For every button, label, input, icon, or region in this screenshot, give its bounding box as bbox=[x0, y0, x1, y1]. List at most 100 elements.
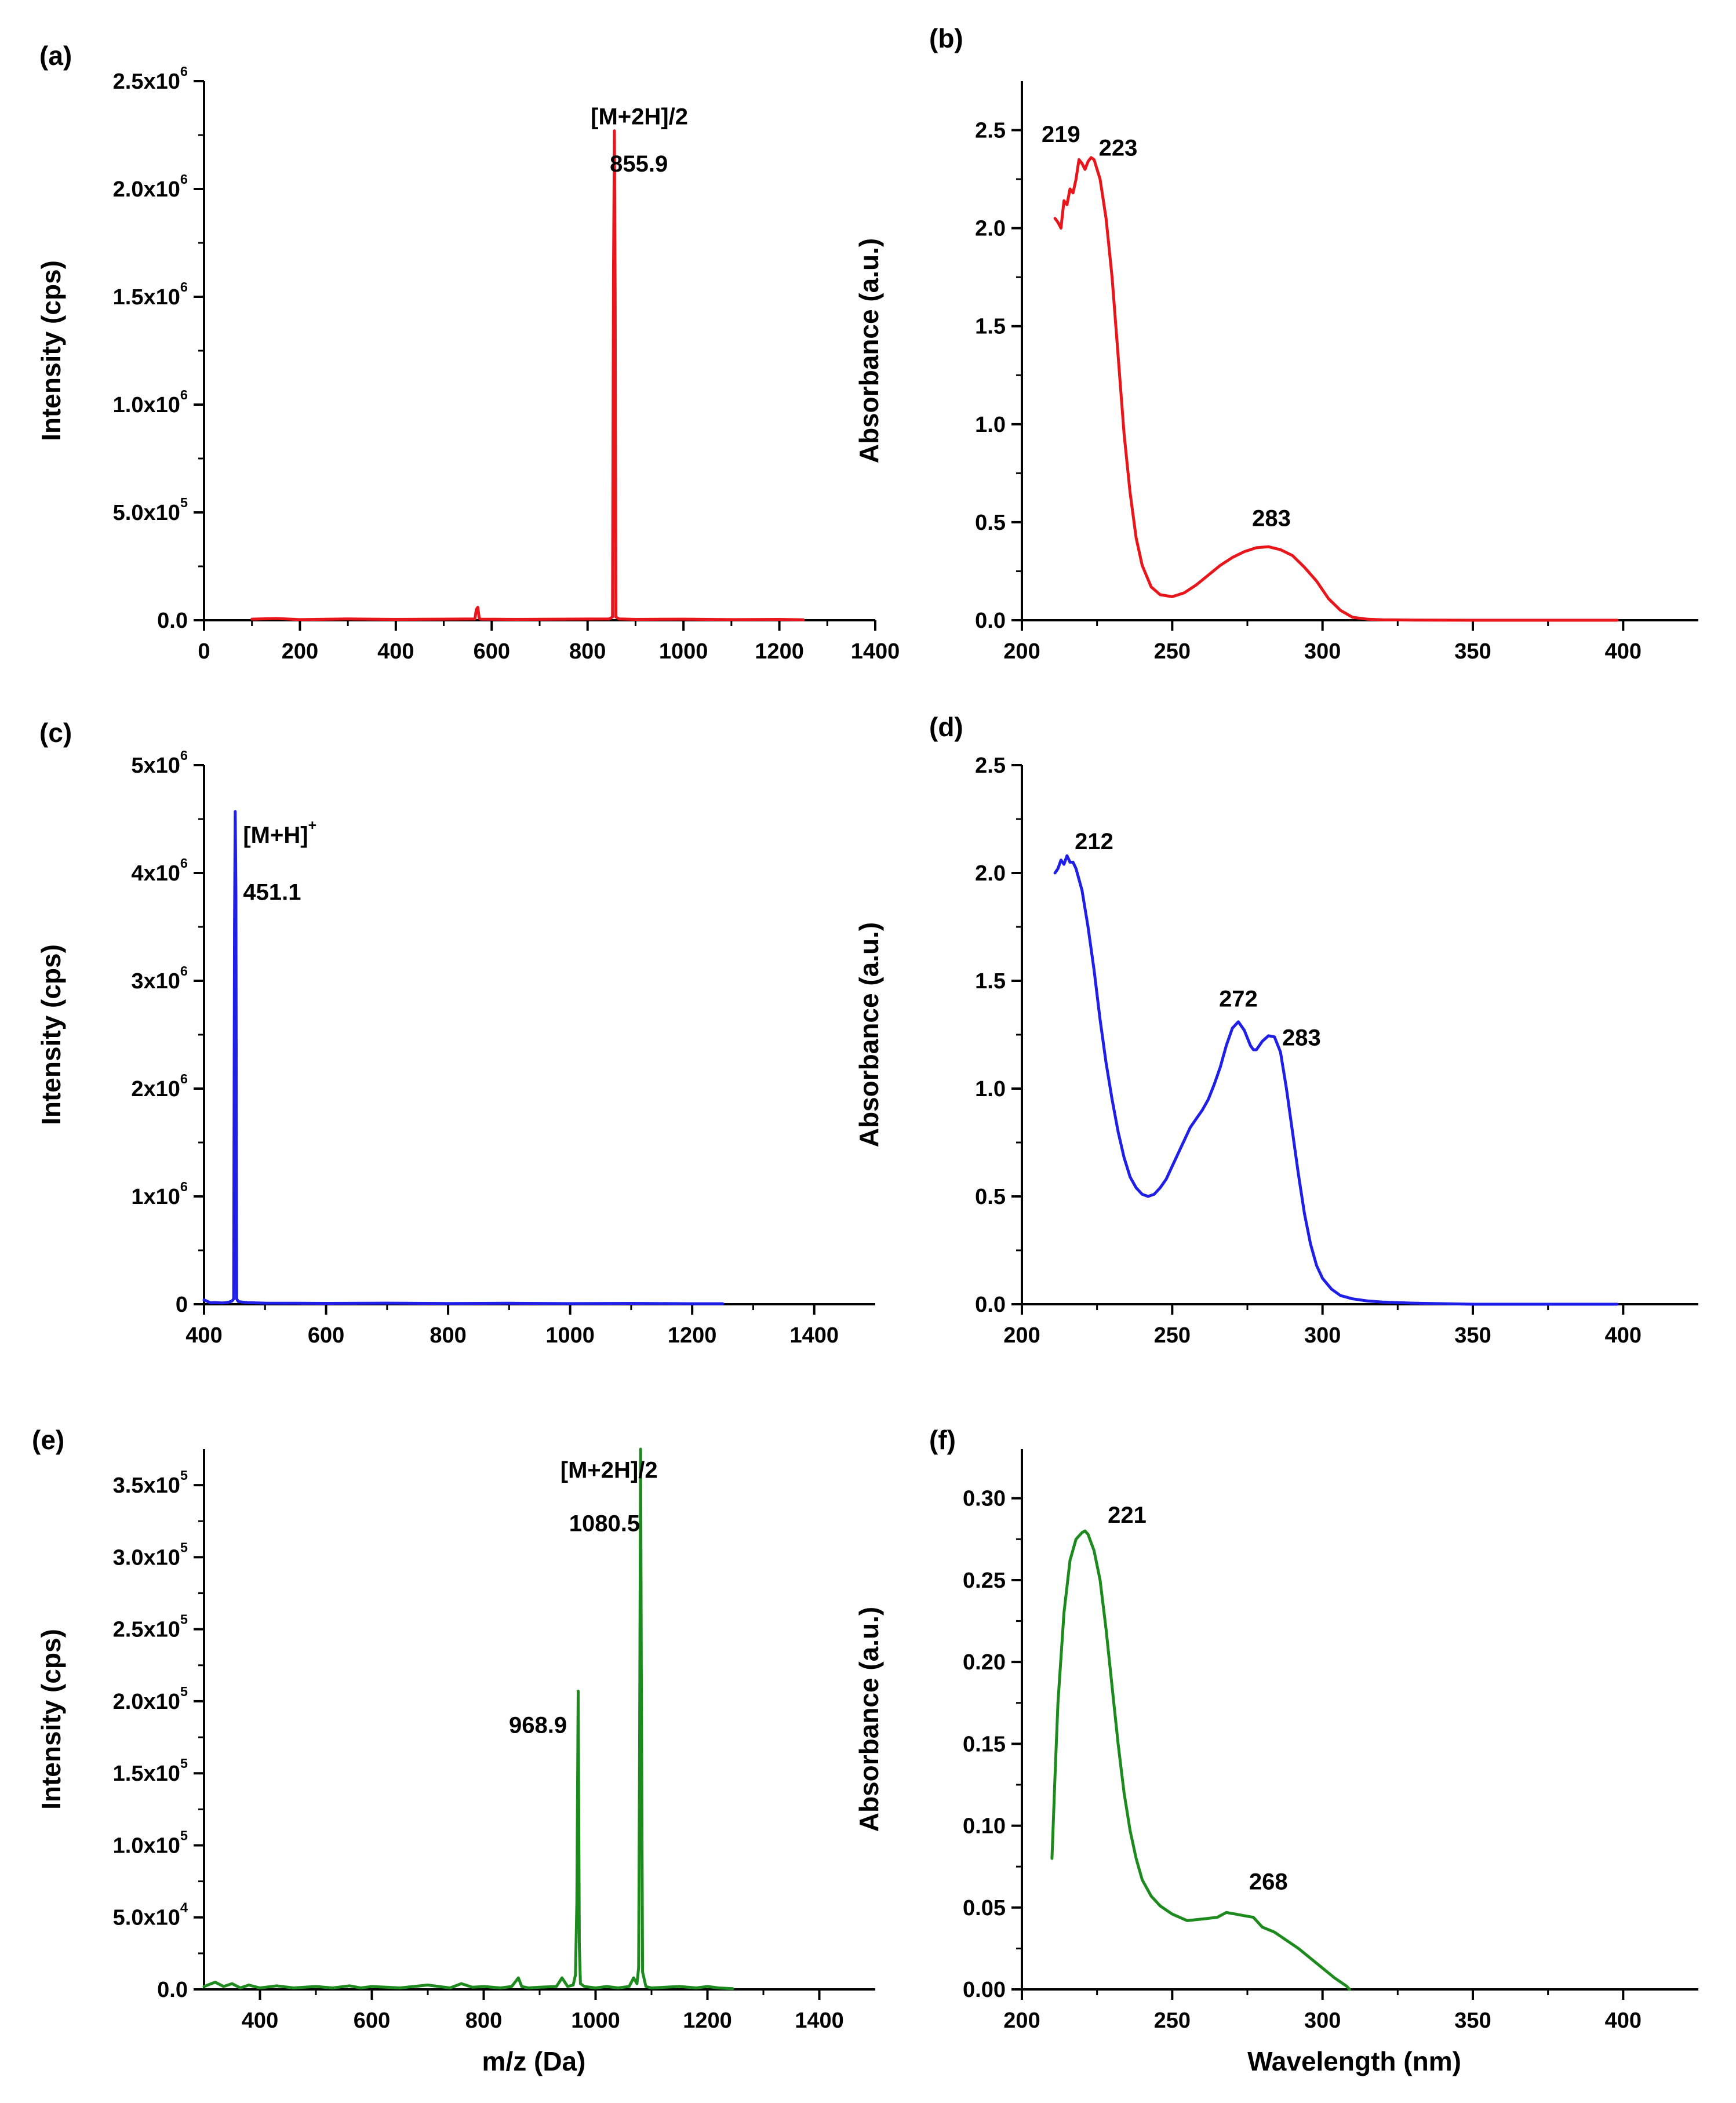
panel-label: (c) bbox=[39, 718, 72, 748]
x-tick-label: 400 bbox=[242, 2009, 278, 2033]
y-tick-label: 2.5x105 bbox=[113, 1612, 188, 1642]
x-tick-label: 300 bbox=[1304, 2009, 1341, 2033]
x-tick-label: 1400 bbox=[795, 2009, 844, 2033]
y-tick-label: 0.20 bbox=[963, 1650, 1006, 1675]
y-tick-label: 3.5x105 bbox=[113, 1468, 188, 1498]
x-tick-label: 400 bbox=[1605, 2009, 1642, 2033]
peak-annotation: 268 bbox=[1249, 1869, 1288, 1895]
y-tick-label: 0.0 bbox=[975, 609, 1006, 633]
y-tick-label: 0.00 bbox=[963, 1978, 1006, 2002]
panel-d: (d) 200 250 300 350 400 0.0 0.5 1.0 1.5 2.0 2.5 Abso… bbox=[854, 712, 1698, 1348]
y-tick-label: 0.5 bbox=[975, 511, 1006, 535]
x-tick-label: 600 bbox=[308, 1323, 344, 1348]
panel-c: (c) 400 600 800 1000 1200 1400 0 1x106 2x106 3x106… bbox=[36, 718, 875, 1348]
y-tick-label: 0.0 bbox=[157, 609, 188, 633]
x-tick-label: 200 bbox=[282, 639, 318, 664]
series-line-d-0 bbox=[1053, 854, 1619, 1306]
peak-annotation: [M+2H]/2 bbox=[591, 104, 688, 129]
y-tick-label: 1.5x105 bbox=[113, 1756, 188, 1786]
y-axis-label: Intensity (cps) bbox=[36, 260, 66, 441]
y-tick-label: 5x106 bbox=[131, 748, 188, 778]
y-tick-label: 0 bbox=[176, 1293, 188, 1317]
y-tick-label: 1.0x105 bbox=[113, 1828, 188, 1858]
x-tick-label: 1400 bbox=[789, 1323, 839, 1348]
x-tick-label: 400 bbox=[1605, 1323, 1642, 1348]
y-tick-label: 4x106 bbox=[131, 856, 188, 886]
x-axis-label: Wavelength (nm) bbox=[1247, 2046, 1461, 2076]
x-tick-label: 600 bbox=[354, 2009, 390, 2033]
y-tick-label: 1.0x106 bbox=[113, 387, 188, 417]
y-tick-label: 0.25 bbox=[963, 1569, 1006, 1593]
y-tick-label: 1.0 bbox=[975, 1077, 1006, 1101]
x-tick-label: 1000 bbox=[545, 1323, 595, 1348]
x-tick-label: 200 bbox=[1003, 2009, 1040, 2033]
series-line-e-0 bbox=[202, 1447, 734, 1991]
y-tick-label: 0.5 bbox=[975, 1185, 1006, 1209]
y-tick-label: 0.0 bbox=[157, 1978, 188, 2002]
x-tick-label: 300 bbox=[1304, 1323, 1341, 1348]
x-tick-label: 250 bbox=[1154, 1323, 1191, 1348]
peak-annotation: 272 bbox=[1219, 987, 1258, 1012]
y-axis-label: Absorbance (a.u.) bbox=[854, 1607, 884, 1832]
y-tick-label: 2.5 bbox=[975, 754, 1006, 778]
panel-e: (e) 400 600 800 1000 1200 1400 0.0 5.0x104 1.0x10… bbox=[32, 1425, 875, 2076]
peak-annotation: [M+H]+ bbox=[243, 818, 316, 848]
x-tick-label: 1200 bbox=[683, 2009, 732, 2033]
y-tick-label: 5.0x104 bbox=[113, 1900, 188, 1930]
y-tick-label: 2.0x106 bbox=[113, 172, 188, 202]
y-tick-label: 1.5 bbox=[975, 315, 1006, 339]
x-tick-label: 600 bbox=[474, 639, 510, 664]
y-tick-label: 1.0 bbox=[975, 413, 1006, 437]
panel-f: (f) 200 250 300 350 400 0.00 0.05 0.10 0.15 0.20 0.… bbox=[854, 1425, 1698, 2076]
peak-annotation: [M+2H]/2 bbox=[561, 1458, 658, 1483]
x-tick-label: 350 bbox=[1454, 1323, 1491, 1348]
y-tick-label: 2.5x106 bbox=[113, 64, 188, 94]
y-tick-label: 2.5 bbox=[975, 119, 1006, 143]
peak-annotation: 855.9 bbox=[610, 151, 668, 177]
y-tick-label: 3x106 bbox=[131, 963, 188, 994]
y-tick-label: 5.0x105 bbox=[113, 495, 188, 525]
y-tick-label: 1x106 bbox=[131, 1179, 188, 1209]
y-axis-label: Absorbance (a.u.) bbox=[854, 238, 884, 464]
x-tick-label: 1000 bbox=[659, 639, 708, 664]
x-tick-label: 400 bbox=[377, 639, 414, 664]
x-tick-label: 250 bbox=[1154, 2009, 1191, 2033]
y-tick-label: 0.10 bbox=[963, 1814, 1006, 1839]
series-line-a-0 bbox=[250, 129, 805, 621]
y-tick-label: 2.0 bbox=[975, 861, 1006, 886]
y-axis-label: Intensity (cps) bbox=[36, 944, 66, 1125]
series-line-c-0 bbox=[202, 810, 725, 1305]
peak-annotation: 212 bbox=[1075, 829, 1113, 854]
x-tick-label: 1200 bbox=[668, 1323, 717, 1348]
series-line-b-0 bbox=[1053, 156, 1619, 622]
panel-a: (a) 0 200 400 600 800 1000 1200 1400 0.0 5.0x105 1.… bbox=[36, 41, 900, 664]
y-tick-label: 1.5x106 bbox=[113, 279, 188, 310]
y-tick-label: 0.30 bbox=[963, 1487, 1006, 1511]
x-tick-label: 1000 bbox=[571, 2009, 620, 2033]
peak-annotation: 219 bbox=[1042, 122, 1080, 147]
x-tick-label: 200 bbox=[1003, 1323, 1040, 1348]
y-tick-label: 2.0x105 bbox=[113, 1684, 188, 1714]
series-line-f-0 bbox=[1050, 1529, 1351, 1991]
peak-annotation: 283 bbox=[1252, 506, 1291, 532]
peak-annotation: 283 bbox=[1282, 1025, 1321, 1051]
x-tick-label: 200 bbox=[1003, 639, 1040, 664]
x-tick-label: 350 bbox=[1454, 639, 1491, 664]
x-tick-label: 800 bbox=[430, 1323, 466, 1348]
panel-label: (d) bbox=[929, 712, 963, 742]
x-tick-label: 350 bbox=[1454, 2009, 1491, 2033]
y-axis-label: Absorbance (a.u.) bbox=[854, 922, 884, 1148]
x-axis-label: m/z (Da) bbox=[482, 2046, 586, 2076]
x-tick-label: 300 bbox=[1304, 639, 1341, 664]
x-tick-label: 250 bbox=[1154, 639, 1191, 664]
y-tick-label: 3.0x105 bbox=[113, 1540, 188, 1570]
peak-annotation: 223 bbox=[1099, 136, 1138, 161]
x-tick-label: 800 bbox=[569, 639, 606, 664]
x-tick-label: 400 bbox=[185, 1323, 222, 1348]
panel-b: (b) 200 250 300 350 400 0.0 0.5 1.0 1.5 2.0 2.5 Abso… bbox=[854, 23, 1698, 664]
y-tick-label: 0.15 bbox=[963, 1732, 1006, 1756]
peak-annotation: 221 bbox=[1108, 1502, 1147, 1528]
panel-label: (b) bbox=[929, 23, 963, 53]
y-tick-label: 2.0 bbox=[975, 217, 1006, 241]
